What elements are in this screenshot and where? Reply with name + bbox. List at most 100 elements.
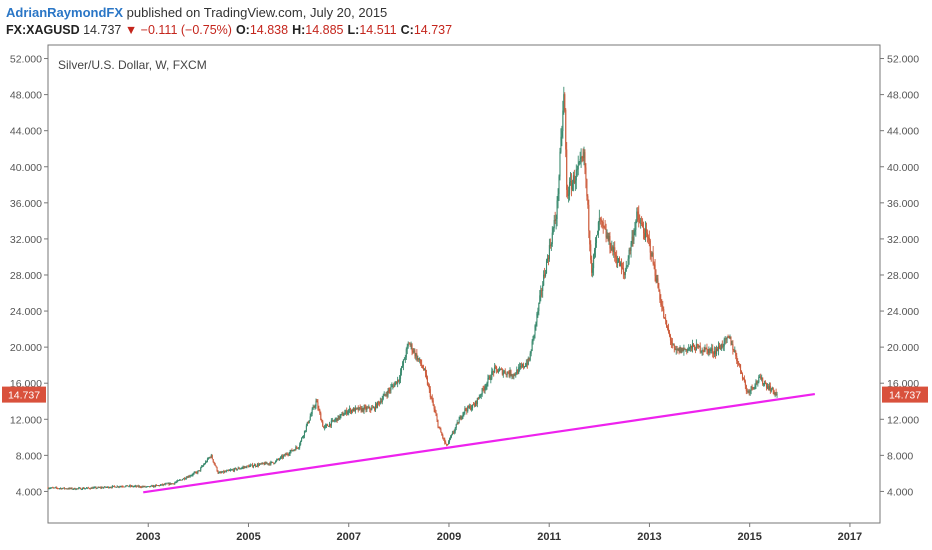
candle-body	[494, 366, 496, 373]
author-link[interactable]: AdrianRaymondFX	[6, 5, 124, 20]
candle-body	[744, 381, 746, 386]
candle-body	[100, 487, 102, 489]
candle-body	[662, 306, 664, 310]
candle-body	[275, 460, 277, 463]
candle-body	[389, 390, 391, 391]
candle-body	[326, 424, 328, 426]
candle-body	[675, 349, 677, 350]
candle-body	[607, 235, 609, 241]
candle-body	[241, 467, 243, 469]
candle-body	[276, 459, 278, 461]
candle-body	[654, 264, 656, 276]
candle-body	[583, 152, 585, 158]
candle-body	[97, 487, 99, 489]
candle-body	[746, 390, 748, 392]
candle-body	[127, 485, 129, 487]
candle-body	[560, 136, 562, 152]
candle-body	[247, 465, 249, 467]
candle-body	[722, 346, 724, 348]
candle-body	[182, 478, 184, 480]
y-tick-label-left: 32.000	[10, 234, 42, 246]
candle-body	[772, 387, 774, 392]
candle-body	[523, 366, 525, 368]
candle-body	[131, 485, 133, 487]
candle-body	[521, 364, 524, 367]
candle-body	[477, 398, 479, 399]
candle-body	[687, 348, 689, 352]
candle-body	[512, 375, 514, 377]
candle-body	[187, 476, 189, 478]
candle-body	[674, 348, 676, 350]
candle-body	[573, 175, 575, 184]
candle-body	[736, 355, 738, 362]
candle-body	[253, 466, 255, 467]
candle-body	[51, 487, 53, 489]
candle-body	[188, 476, 190, 477]
candle-body	[488, 376, 490, 378]
candle-body	[221, 472, 223, 474]
y-axis: 52.000 52.000 48.000 48.000 44.000 44.000 40.0…	[10, 54, 919, 499]
candle-body	[331, 420, 333, 421]
candle-body	[343, 414, 345, 416]
candle-body	[536, 313, 538, 323]
candle-body	[499, 369, 501, 371]
candle-body	[750, 386, 752, 391]
candle-body	[653, 263, 655, 265]
candle-body	[295, 447, 297, 451]
candle-body	[366, 407, 368, 410]
candle-body	[399, 372, 402, 379]
candle-body	[646, 232, 648, 237]
candle-body	[515, 374, 517, 376]
candle-body	[553, 220, 555, 229]
candle-body	[63, 487, 65, 489]
candle-body	[430, 397, 432, 398]
candle-body	[151, 485, 153, 487]
candle-body	[304, 430, 306, 432]
candle-body	[306, 421, 308, 426]
price-tag-right	[882, 386, 928, 403]
candle-body	[309, 416, 311, 421]
candle-body	[312, 406, 314, 410]
candle-body	[627, 258, 629, 266]
candle-body	[600, 219, 602, 221]
candle-body	[337, 415, 339, 421]
trendline[interactable]	[143, 392, 816, 494]
candle-body	[686, 349, 688, 352]
price-tag-left	[2, 386, 46, 403]
candle-body	[606, 235, 608, 238]
candle-body	[453, 431, 455, 433]
candle-body	[225, 471, 227, 473]
candle-body	[330, 420, 332, 426]
candle-body	[708, 348, 710, 354]
candle-body	[76, 488, 78, 490]
candle-body	[534, 325, 536, 335]
candle-body	[617, 262, 619, 263]
candle-body	[449, 436, 452, 439]
candle-body	[625, 266, 627, 272]
candle-body	[531, 341, 533, 352]
candle-body	[388, 389, 390, 391]
candle-body	[640, 222, 642, 224]
candle-body	[727, 337, 729, 338]
candle-body	[683, 348, 685, 351]
candle-body	[533, 334, 535, 337]
candle-body	[293, 449, 295, 451]
candle-body	[757, 382, 759, 384]
candle-body	[303, 430, 306, 436]
candle-body	[208, 457, 210, 459]
candle-body	[146, 486, 148, 488]
candle-body	[598, 218, 600, 223]
candle-body	[251, 464, 253, 466]
candle-body	[661, 304, 663, 307]
candle-body	[286, 453, 288, 455]
candle-body	[233, 468, 235, 471]
candle-body	[726, 337, 728, 340]
candle-body	[68, 487, 70, 489]
candle-body	[359, 407, 361, 409]
candle-body	[464, 408, 466, 412]
candle-body	[318, 408, 320, 410]
candle-body	[419, 359, 421, 361]
candle-body	[58, 488, 60, 490]
candle-body	[124, 486, 126, 488]
